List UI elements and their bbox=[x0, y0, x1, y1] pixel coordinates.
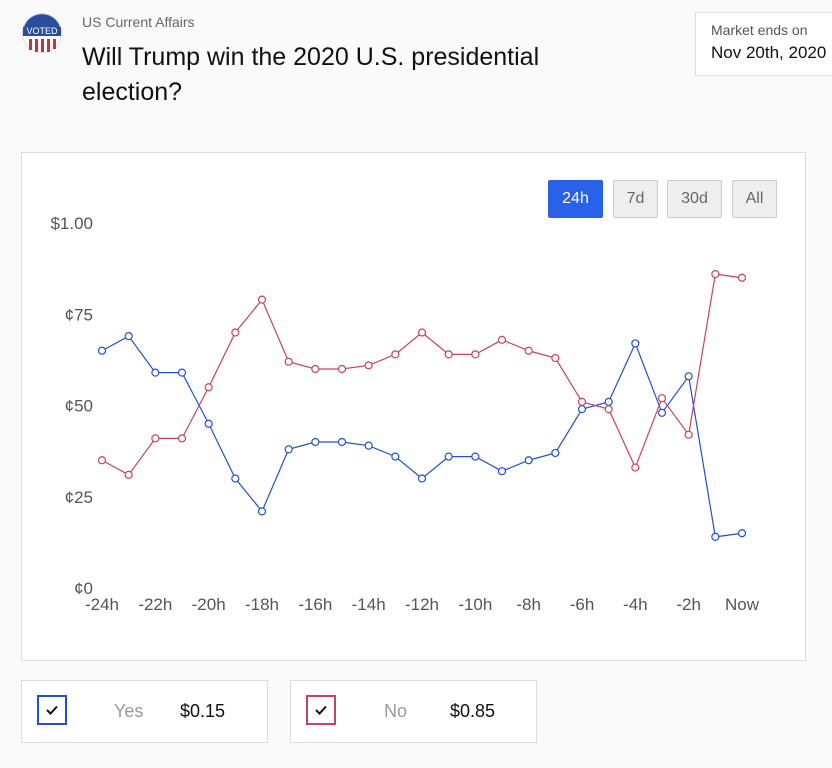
point bbox=[231, 474, 240, 483]
outcome-card[interactable]: Yes $0.15 bbox=[21, 680, 268, 743]
point bbox=[204, 419, 213, 428]
point bbox=[711, 532, 720, 541]
checkbox[interactable] bbox=[37, 695, 67, 725]
point bbox=[444, 452, 453, 461]
point bbox=[417, 328, 427, 337]
point bbox=[124, 332, 133, 341]
market-end: Market ends on Nov 20th, 2020 bbox=[695, 12, 832, 76]
point bbox=[444, 350, 453, 359]
y-tick-label: ¢75 bbox=[65, 305, 93, 324]
outcome-price: $0.85 bbox=[450, 701, 496, 721]
y-tick-label: ¢0 bbox=[74, 579, 93, 598]
market-end-date: Nov 20th, 2020 bbox=[711, 43, 827, 62]
y-tick-label: ¢25 bbox=[65, 488, 93, 507]
point bbox=[284, 357, 293, 366]
outcome-name: Yes bbox=[114, 701, 144, 721]
range-button[interactable]: 24h bbox=[548, 180, 603, 218]
point bbox=[711, 269, 720, 279]
point bbox=[204, 383, 213, 392]
range-button[interactable]: All bbox=[732, 180, 777, 218]
point bbox=[471, 452, 480, 461]
point bbox=[364, 441, 373, 450]
point bbox=[177, 368, 187, 377]
checkbox[interactable] bbox=[306, 695, 336, 725]
point bbox=[684, 430, 693, 439]
point bbox=[97, 346, 107, 355]
x-tick-label: -10h bbox=[458, 595, 492, 614]
x-tick-label: -16h bbox=[298, 595, 332, 614]
point bbox=[471, 350, 480, 359]
point bbox=[497, 467, 507, 476]
outcome-price: $0.15 bbox=[180, 701, 226, 721]
x-tick-label: -12h bbox=[405, 595, 439, 614]
point bbox=[737, 273, 747, 282]
x-tick-label: -4h bbox=[623, 595, 648, 614]
point bbox=[657, 408, 667, 417]
outcome-card[interactable]: No $0.85 bbox=[290, 680, 537, 743]
chart-card bbox=[21, 152, 806, 661]
point bbox=[417, 474, 427, 483]
point bbox=[391, 452, 400, 461]
x-tick-label: -8h bbox=[516, 595, 541, 614]
y-tick-label: $1.00 bbox=[50, 214, 93, 233]
point bbox=[151, 368, 160, 377]
point bbox=[151, 434, 160, 443]
point bbox=[391, 350, 400, 359]
point bbox=[577, 405, 587, 414]
x-tick-label: -20h bbox=[192, 595, 226, 614]
range-button[interactable]: 30d bbox=[667, 180, 722, 218]
x-tick-label: -18h bbox=[245, 595, 279, 614]
point bbox=[684, 372, 693, 381]
badge-text: VOTED bbox=[26, 26, 58, 36]
point bbox=[311, 364, 320, 374]
point bbox=[631, 463, 640, 472]
point bbox=[551, 448, 560, 458]
point bbox=[257, 295, 267, 304]
point bbox=[337, 364, 347, 374]
point bbox=[577, 397, 587, 406]
x-tick-label: -2h bbox=[676, 595, 701, 614]
x-tick-label: -6h bbox=[570, 595, 595, 614]
x-tick-label: -24h bbox=[85, 595, 119, 614]
x-tick-label: -22h bbox=[138, 595, 172, 614]
point bbox=[551, 353, 560, 363]
point bbox=[524, 456, 533, 465]
point bbox=[657, 394, 667, 403]
point bbox=[231, 328, 240, 337]
x-tick-label: Now bbox=[725, 595, 760, 614]
point bbox=[604, 405, 613, 414]
point bbox=[97, 456, 107, 465]
point bbox=[284, 445, 293, 454]
point bbox=[337, 437, 347, 447]
chart: ¢0 ¢25 ¢50 ¢75 $1.00 -24h -22h -20h -18h -16h -14h… bbox=[50, 214, 760, 614]
market-end-label: Market ends on bbox=[711, 22, 808, 38]
y-tick-label: ¢50 bbox=[65, 397, 93, 416]
point bbox=[631, 339, 640, 348]
point bbox=[737, 529, 747, 538]
point bbox=[364, 361, 373, 370]
outcome-name: No bbox=[384, 701, 408, 721]
category: US Current Affairs bbox=[82, 14, 195, 30]
point bbox=[257, 507, 267, 516]
point bbox=[311, 437, 320, 447]
point bbox=[177, 434, 187, 443]
series-line bbox=[101, 273, 743, 476]
series-line bbox=[101, 335, 743, 538]
market-title: Will Trump win the 2020 U.S. presidentia… bbox=[82, 43, 540, 106]
point bbox=[124, 470, 133, 479]
range-button[interactable]: 7d bbox=[613, 180, 658, 218]
x-tick-label: -14h bbox=[352, 595, 386, 614]
badge-icon: VOTED bbox=[22, 13, 62, 53]
point bbox=[524, 346, 533, 355]
point bbox=[604, 397, 613, 406]
point bbox=[497, 335, 507, 344]
